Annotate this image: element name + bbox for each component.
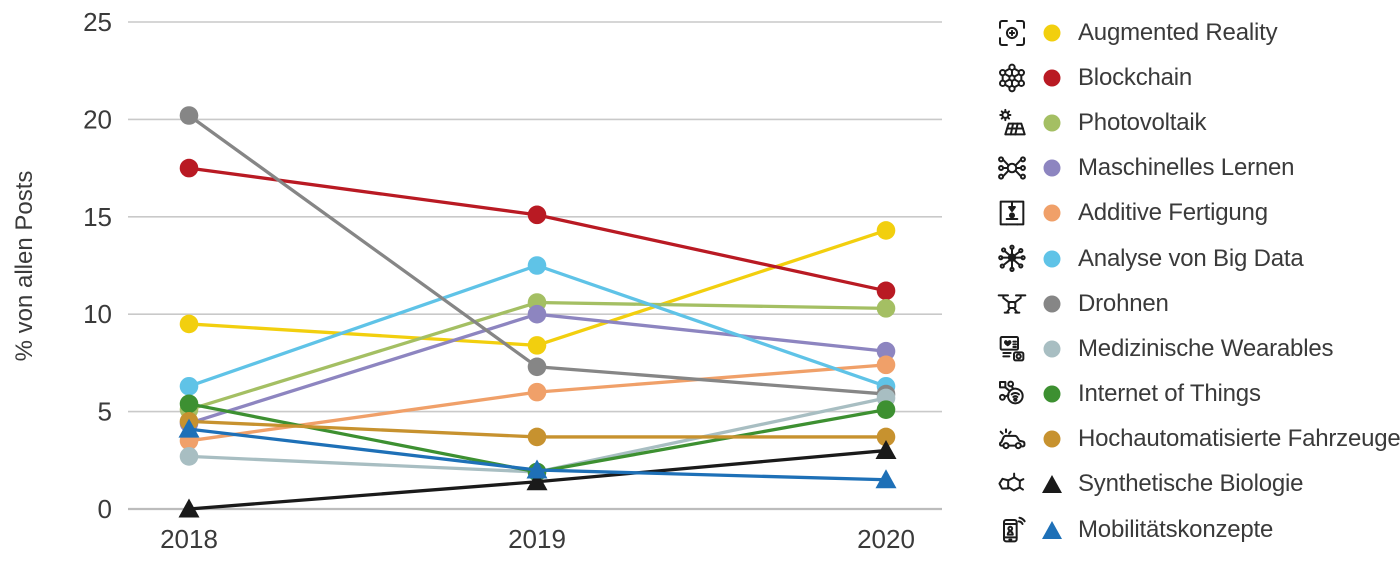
legend-label-synthetic-biology: Synthetische Biologie <box>1078 470 1304 498</box>
additive-manufacturing-icon <box>990 197 1034 229</box>
legend-marker-internet-of-things <box>1040 384 1064 404</box>
legend-marker-synthetic-biology <box>1040 474 1064 494</box>
legend-item-synthetic-biology: Synthetische Biologie <box>990 462 1400 507</box>
machine-learning-icon <box>990 152 1034 184</box>
data-point-additive-manufacturing <box>876 355 896 375</box>
series-line-augmented-reality <box>188 228 887 348</box>
legend-item-machine-learning: Maschinelles Lernen <box>990 146 1400 191</box>
blockchain-icon <box>990 62 1034 94</box>
data-point-augmented-reality <box>179 314 199 334</box>
legend-label-mobility-concepts: Mobilitätskonzepte <box>1078 515 1274 543</box>
data-point-big-data <box>179 376 199 396</box>
medical-wearables-icon <box>990 333 1034 365</box>
series-blockchain <box>179 158 896 301</box>
legend-item-augmented-reality: Augmented Reality <box>990 10 1400 55</box>
legend-item-mobility-concepts: Mobilitätskonzepte <box>990 507 1400 552</box>
legend-marker-additive-manufacturing <box>1040 203 1064 223</box>
mobility-concepts-icon <box>990 514 1034 546</box>
y-tick-label: 25 <box>83 7 112 37</box>
legend-marker-big-data <box>1040 249 1064 269</box>
legend-marker-blockchain <box>1040 68 1064 88</box>
x-tick-label: 2020 <box>857 524 915 554</box>
data-point-internet-of-things <box>876 400 896 419</box>
data-point-drone <box>527 357 547 377</box>
data-point-automated-vehicles <box>527 427 547 447</box>
legend-label-machine-learning: Maschinelles Lernen <box>1078 154 1295 182</box>
data-point-additive-manufacturing <box>527 382 547 402</box>
legend-marker-machine-learning <box>1040 158 1064 178</box>
augmented-reality-icon <box>990 17 1034 49</box>
y-axis-title: % von allen Posts <box>11 171 38 362</box>
data-point-automated-vehicles <box>876 427 896 447</box>
data-point-mobility-concepts <box>526 459 548 479</box>
drone-icon <box>990 288 1034 320</box>
series-mobility-concepts <box>178 418 897 489</box>
data-point-photovoltaics <box>876 299 896 318</box>
data-point-mobility-concepts <box>178 418 200 438</box>
data-point-synthetic-biology <box>526 471 548 491</box>
legend-item-automated-vehicles: Hochautomatisierte Fahrzeuge <box>990 417 1400 462</box>
internet-of-things-icon <box>990 378 1034 410</box>
data-point-machine-learning <box>876 341 896 361</box>
data-point-drone <box>179 106 199 125</box>
y-tick-label: 20 <box>83 104 112 134</box>
series-synthetic-biology <box>178 440 897 518</box>
legend-item-blockchain: Blockchain <box>990 55 1400 100</box>
y-tick-label: 15 <box>83 202 112 232</box>
synthetic-biology-icon <box>990 468 1034 500</box>
legend-label-drone: Drohnen <box>1078 289 1169 317</box>
y-tick-label: 10 <box>83 299 112 329</box>
legend-marker-drone <box>1040 294 1064 314</box>
legend-item-medical-wearables: Medizinische Wearables <box>990 326 1400 371</box>
legend-item-photovoltaics: Photovoltaik <box>990 100 1400 145</box>
x-tick-label: 2019 <box>508 524 566 554</box>
legend-label-automated-vehicles: Hochautomatisierte Fahrzeuge <box>1078 425 1400 453</box>
chart-legend: Augmented Reality Blockchain Photovoltaik M… <box>990 10 1400 552</box>
legend-label-augmented-reality: Augmented Reality <box>1078 18 1278 46</box>
legend-label-additive-manufacturing: Additive Fertigung <box>1078 199 1268 227</box>
data-point-mobility-concepts <box>875 469 897 489</box>
photovoltaics-icon <box>990 107 1034 139</box>
series-drone <box>179 106 896 404</box>
legend-label-big-data: Analyse von Big Data <box>1078 244 1304 272</box>
x-tick-label: 2018 <box>160 524 218 554</box>
data-point-blockchain <box>179 158 199 178</box>
data-point-blockchain <box>527 205 547 225</box>
legend-marker-augmented-reality <box>1040 23 1064 43</box>
big-data-icon <box>990 243 1034 275</box>
data-point-blockchain <box>876 281 896 301</box>
legend-marker-automated-vehicles <box>1040 429 1064 449</box>
legend-item-drone: Drohnen <box>990 281 1400 326</box>
series-augmented-reality <box>179 221 896 355</box>
data-point-internet-of-things <box>179 394 199 414</box>
series-additive-manufacturing <box>179 355 896 451</box>
y-tick-label: 5 <box>98 397 112 427</box>
data-point-augmented-reality <box>527 336 547 355</box>
legend-item-internet-of-things: Internet of Things <box>990 372 1400 417</box>
data-point-medical-wearables <box>179 447 199 466</box>
legend-label-blockchain: Blockchain <box>1078 63 1193 91</box>
legend-marker-photovoltaics <box>1040 113 1064 133</box>
legend-marker-mobility-concepts <box>1040 520 1064 540</box>
data-point-machine-learning <box>527 304 547 324</box>
legend-label-photovoltaics: Photovoltaik <box>1078 108 1207 136</box>
data-point-big-data <box>527 256 547 275</box>
line-chart: % von allen Posts 0 5 10 15 20 25 2018 2019 2020 <box>11 7 942 554</box>
legend-item-additive-manufacturing: Additive Fertigung <box>990 191 1400 236</box>
legend-label-internet-of-things: Internet of Things <box>1078 380 1261 408</box>
legend-item-big-data: Analyse von Big Data <box>990 236 1400 281</box>
automated-vehicles-icon <box>990 423 1034 455</box>
data-point-synthetic-biology <box>178 498 200 518</box>
legend-marker-medical-wearables <box>1040 339 1064 359</box>
legend-label-medical-wearables: Medizinische Wearables <box>1078 334 1334 362</box>
data-point-augmented-reality <box>876 221 896 240</box>
data-point-synthetic-biology <box>875 440 897 460</box>
y-tick-label: 0 <box>98 494 112 524</box>
